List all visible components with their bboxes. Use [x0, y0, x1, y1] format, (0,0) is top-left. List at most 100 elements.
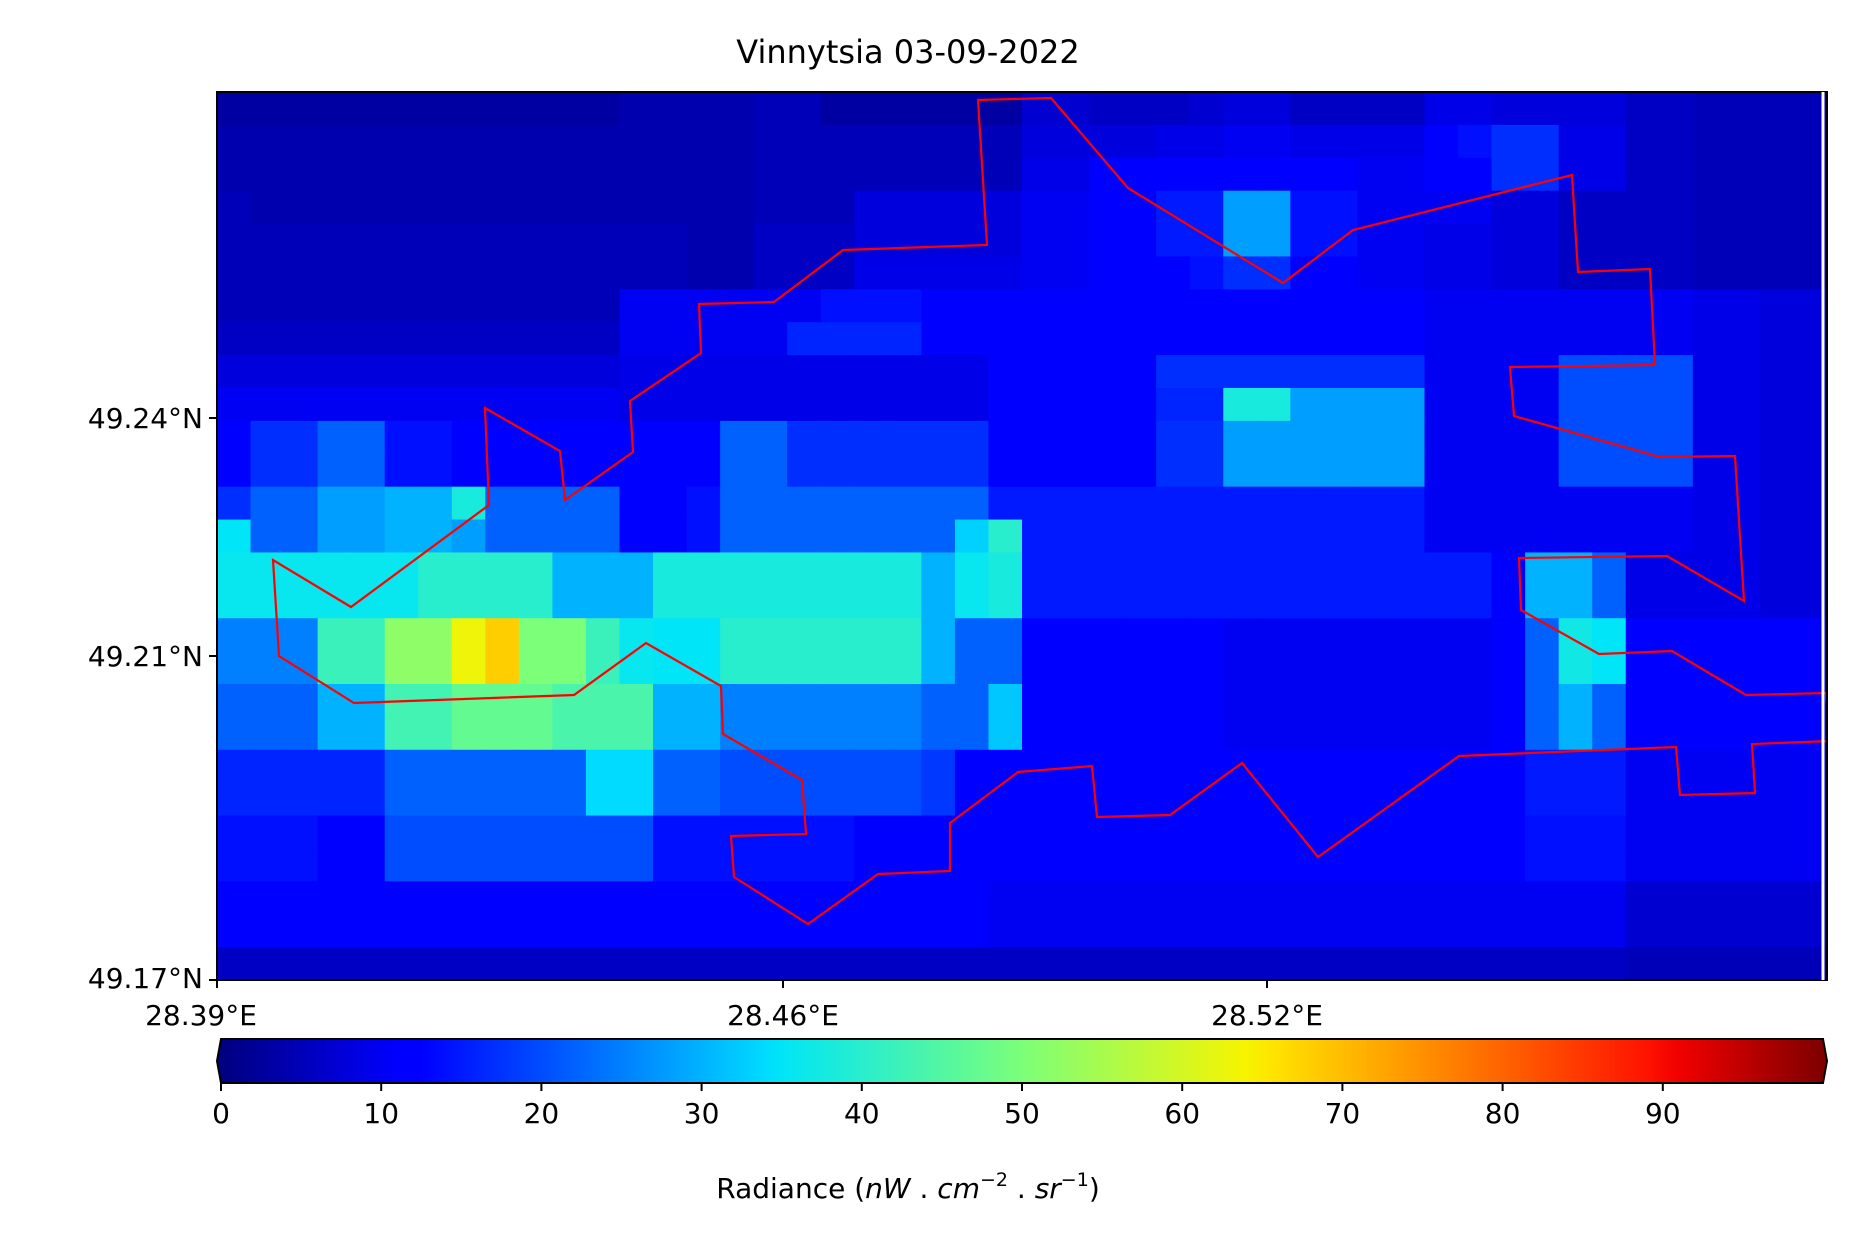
heatmap-cell: [351, 223, 386, 258]
heatmap-cell: [585, 124, 621, 159]
heatmap-cell: [351, 453, 386, 488]
heatmap-cell: [1022, 157, 1057, 192]
heatmap-cell: [1659, 388, 1694, 422]
heatmap-cell: [1759, 684, 1795, 718]
heatmap-cell: [1525, 256, 1560, 290]
heatmap-cell: [1726, 618, 1761, 652]
heatmap-cell: [1458, 322, 1493, 356]
heatmap-cell: [1692, 684, 1727, 718]
heatmap-cell: [1390, 420, 1426, 455]
heatmap-cell: [217, 256, 252, 290]
heatmap-cell: [1793, 881, 1827, 915]
heatmap-cell: [854, 651, 889, 685]
heatmap-cell: [753, 881, 788, 915]
heatmap-cell: [653, 585, 688, 619]
heatmap-cell: [887, 947, 922, 980]
heatmap-cell: [351, 782, 386, 817]
heatmap-cell: [921, 223, 956, 258]
heatmap-cell: [954, 322, 990, 356]
heatmap-cell: [1625, 453, 1660, 488]
heatmap-cell: [1122, 486, 1157, 521]
heatmap-cell: [384, 322, 419, 356]
heatmap-cell: [1122, 684, 1157, 718]
heatmap-cell: [854, 289, 889, 323]
heatmap-cell: [384, 486, 419, 521]
heatmap-cell: [1122, 519, 1157, 554]
colorbar: 0 10 20 30 40 50 60 70 80 90 Radiance (nW . cm−2 …: [212, 1038, 1829, 1205]
heatmap-cell: [1625, 914, 1660, 948]
heatmap-cell: [1491, 420, 1526, 455]
heatmap-cell: [585, 552, 621, 586]
heatmap-cell: [351, 716, 386, 751]
heatmap-cell: [1625, 684, 1660, 718]
heatmap-cell: [1323, 716, 1359, 751]
heatmap-cell: [954, 815, 990, 850]
heatmap-cell: [921, 124, 956, 159]
heatmap-cell: [820, 256, 855, 290]
heatmap-cell: [451, 92, 486, 126]
heatmap-cell: [887, 519, 922, 554]
heatmap-cell: [418, 881, 453, 915]
heatmap-cell: [854, 947, 889, 980]
heatmap-cell: [1189, 355, 1224, 389]
heatmap-cell: [1323, 684, 1359, 718]
heatmap-cell: [1491, 651, 1526, 685]
heatmap-cell: [1256, 684, 1291, 718]
heatmap-cell: [1759, 749, 1795, 784]
heatmap-cell: [1022, 420, 1057, 455]
heatmap-cell: [1692, 92, 1727, 126]
heatmap-cell: [1357, 92, 1392, 126]
heatmap-grid: [217, 92, 1827, 980]
heatmap-cell: [1525, 355, 1560, 389]
heatmap-cell: [1290, 848, 1325, 882]
heatmap-cell: [988, 815, 1023, 850]
heatmap-cell: [787, 322, 822, 356]
heatmap-cell: [720, 519, 755, 554]
heatmap-cell: [1726, 190, 1761, 225]
heatmap-cell: [451, 519, 486, 554]
heatmap-cell: [1424, 453, 1459, 488]
heatmap-cell: [1424, 651, 1459, 685]
heatmap-cell: [1458, 848, 1493, 882]
heatmap-cell: [384, 92, 419, 126]
heatmap-cell: [351, 651, 386, 685]
heatmap-cell: [284, 914, 319, 948]
heatmap-cell: [284, 388, 319, 422]
heatmap-cell: [1156, 947, 1191, 980]
heatmap-cell: [686, 453, 721, 488]
heatmap-cell: [686, 618, 721, 652]
heatmap-cell: [1022, 190, 1057, 225]
heatmap-cell: [217, 716, 252, 751]
heatmap-cell: [1223, 92, 1258, 126]
heatmap-cell: [1525, 585, 1560, 619]
heatmap-cell: [619, 289, 654, 323]
heatmap-cell: [1759, 486, 1795, 521]
heatmap-cell: [1256, 486, 1291, 521]
heatmap-cell: [1089, 256, 1124, 290]
heatmap-cell: [1156, 914, 1191, 948]
heatmap-cell: [585, 355, 621, 389]
heatmap-cell: [1726, 124, 1761, 159]
heatmap-cell: [451, 388, 486, 422]
heatmap-cell: [317, 322, 352, 356]
heatmap-cell: [317, 749, 352, 784]
heatmap-cell: [284, 453, 319, 488]
heatmap-cell: [720, 914, 755, 948]
heatmap-cell: [1558, 716, 1593, 751]
heatmap-cell: [1055, 651, 1090, 685]
heatmap-cell: [1357, 420, 1392, 455]
heatmap-cell: [1525, 519, 1560, 554]
heatmap-cell: [720, 815, 755, 850]
heatmap-cell: [1692, 585, 1727, 619]
heatmap-cell: [1726, 322, 1761, 356]
heatmap-cell: [451, 552, 486, 586]
heatmap-cell: [854, 92, 889, 126]
heatmap-cell: [1390, 453, 1426, 488]
heatmap-cell: [653, 355, 688, 389]
heatmap-cell: [1525, 388, 1560, 422]
heatmap-cell: [250, 256, 285, 290]
heatmap-cell: [954, 453, 990, 488]
heatmap-cell: [619, 749, 654, 784]
heatmap-cell: [720, 289, 755, 323]
heatmap-cell: [1390, 914, 1426, 948]
